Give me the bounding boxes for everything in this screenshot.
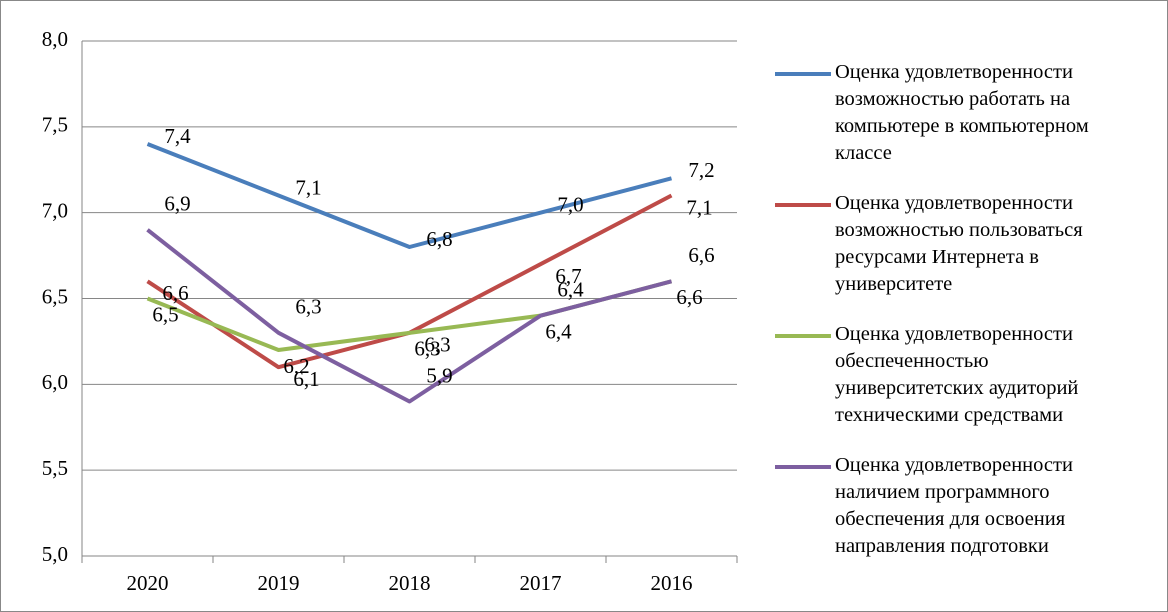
y-tick-label: 5,5 (42, 456, 68, 480)
x-tick-label: 2017 (520, 571, 562, 595)
data-label: 6,3 (295, 295, 321, 319)
series-line (146, 228, 673, 404)
data-label: 6,3 (424, 333, 450, 357)
legend-label: Оценка удовлетворенности возможностью по… (835, 192, 1083, 295)
legend-entry: Оценка удовлетворенности возможностью ра… (775, 59, 1105, 167)
y-tick-label: 6,5 (42, 284, 68, 308)
y-tick-label: 8,0 (42, 27, 68, 51)
legend-key (775, 334, 831, 338)
data-label: 6,5 (152, 302, 178, 326)
legend-entry: Оценка удовлетворенности обеспеченностью… (775, 321, 1105, 429)
x-tick-label: 2018 (389, 571, 431, 595)
data-label: 6,6 (162, 281, 188, 305)
data-label: 6,7 (555, 264, 581, 288)
data-label: 6,4 (545, 319, 572, 343)
legend-key (775, 203, 831, 207)
legend-key (775, 72, 831, 76)
data-label: 6,3 (414, 337, 440, 361)
data-label: 6,9 (164, 192, 190, 216)
y-tick-label: 6,0 (42, 370, 68, 394)
data-label: 5,9 (426, 363, 452, 387)
data-label: 6,2 (283, 354, 309, 378)
data-label: 6,8 (426, 227, 452, 251)
x-tick-label: 2019 (258, 571, 300, 595)
legend-label: Оценка удовлетворенности обеспеченностью… (835, 323, 1079, 426)
data-label: 7,1 (295, 175, 321, 199)
data-label: 7,0 (557, 192, 583, 216)
y-tick-label: 7,0 (42, 198, 68, 222)
x-tick-label: 2020 (127, 571, 169, 595)
legend-label: Оценка удовлетворенности наличием програ… (835, 454, 1073, 557)
legend-key (775, 465, 831, 469)
series-line (146, 142, 673, 249)
data-label: 7,1 (686, 195, 712, 219)
data-label: 7,2 (688, 158, 714, 182)
data-label: 6,6 (688, 243, 714, 267)
legend-label: Оценка удовлетворенности возможностью ра… (835, 61, 1089, 164)
legend: Оценка удовлетворенности возможностью ра… (775, 59, 1105, 583)
y-tick-label: 5,0 (42, 542, 68, 566)
data-label: 7,4 (164, 124, 191, 148)
legend-entry: Оценка удовлетворенности наличием програ… (775, 452, 1105, 560)
x-tick-label: 2016 (651, 571, 693, 595)
series-line (146, 193, 673, 370)
legend-entry: Оценка удовлетворенности возможностью по… (775, 190, 1105, 298)
data-label: 6,4 (557, 277, 584, 301)
data-label: 6,6 (676, 285, 702, 309)
data-label: 6,1 (293, 367, 319, 391)
y-tick-label: 7,5 (42, 113, 68, 137)
